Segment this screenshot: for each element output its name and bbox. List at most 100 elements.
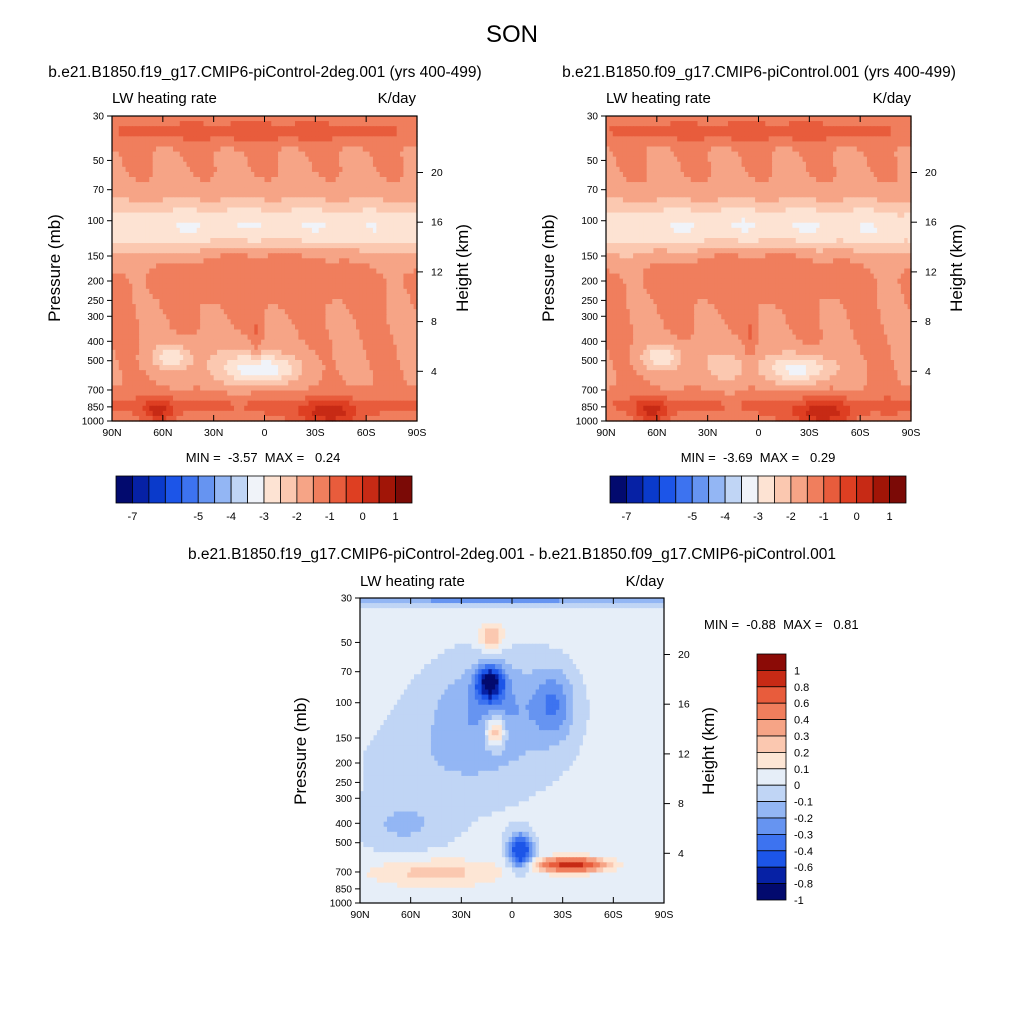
contour-cell bbox=[128, 207, 133, 214]
contour-cell bbox=[183, 187, 188, 193]
contour-cell bbox=[125, 116, 130, 122]
contour-cell bbox=[305, 126, 310, 132]
contour-cell bbox=[193, 202, 198, 209]
contour-cell bbox=[403, 232, 408, 239]
contour-cell bbox=[264, 136, 269, 143]
contour-cell bbox=[356, 243, 360, 249]
contour-cell bbox=[278, 121, 283, 127]
contour-cell bbox=[332, 151, 337, 158]
contour-cell bbox=[125, 166, 130, 173]
contour-cell bbox=[227, 227, 232, 234]
contour-cell bbox=[169, 116, 174, 122]
contour-cell bbox=[227, 116, 232, 122]
contour-cell bbox=[179, 187, 184, 193]
contour-cell bbox=[135, 187, 140, 193]
contour-cell bbox=[189, 141, 194, 148]
contour-cell bbox=[369, 212, 374, 219]
contour-cell bbox=[122, 243, 127, 249]
contour-cell bbox=[325, 217, 330, 224]
contour-cell bbox=[379, 187, 384, 193]
contour-cell bbox=[139, 126, 144, 132]
contour-cell bbox=[406, 207, 411, 214]
contour-cell bbox=[332, 121, 337, 127]
contour-cell bbox=[186, 238, 191, 244]
contour-cell bbox=[356, 182, 360, 188]
contour-cell bbox=[166, 227, 171, 234]
contour-cell bbox=[332, 126, 337, 132]
contour-cell bbox=[220, 217, 225, 224]
contour-cell bbox=[284, 227, 289, 234]
contour-cell bbox=[298, 232, 303, 239]
contour-cell bbox=[203, 121, 208, 127]
contour-cell bbox=[295, 126, 299, 132]
contour-cell bbox=[159, 207, 164, 214]
contour-cell bbox=[396, 171, 401, 178]
contour-cell bbox=[311, 202, 316, 209]
contour-cell bbox=[410, 217, 415, 224]
contour-cell bbox=[213, 207, 218, 214]
contour-cell bbox=[257, 177, 262, 183]
contour-cell bbox=[393, 156, 398, 163]
contour-cell bbox=[271, 121, 276, 127]
contour-cell bbox=[308, 227, 313, 234]
contour-cell bbox=[142, 187, 147, 193]
contour-cell bbox=[284, 222, 289, 229]
contour-cell bbox=[305, 161, 310, 168]
contour-cell bbox=[162, 131, 167, 137]
contour-cell bbox=[183, 121, 188, 127]
contour-cell bbox=[115, 202, 120, 209]
contour-cell bbox=[410, 166, 415, 173]
contour-cell bbox=[254, 121, 259, 127]
contour-cell bbox=[152, 232, 157, 239]
contour-cell bbox=[406, 227, 411, 234]
contour-cell bbox=[142, 202, 147, 209]
contour-cell bbox=[125, 227, 130, 234]
contour-cell bbox=[376, 177, 381, 183]
contour-cell bbox=[352, 151, 357, 158]
contour-cell bbox=[271, 207, 276, 214]
contour-cell bbox=[271, 166, 276, 173]
contour-cell bbox=[359, 156, 364, 163]
contour-cell bbox=[278, 151, 283, 158]
contour-cell bbox=[230, 217, 235, 224]
contour-cell bbox=[369, 187, 374, 193]
contour-cell bbox=[149, 177, 154, 183]
contour-cell bbox=[247, 222, 252, 229]
contour-cell bbox=[376, 116, 381, 122]
contour-cell bbox=[169, 192, 174, 198]
contour-cell bbox=[237, 202, 242, 209]
contour-cell bbox=[366, 243, 371, 249]
contour-cell bbox=[220, 182, 225, 188]
contour-cell bbox=[179, 151, 184, 158]
contour-cell bbox=[325, 151, 330, 158]
contour-cell bbox=[362, 146, 367, 153]
contour-cell bbox=[179, 182, 184, 188]
contour-cell bbox=[247, 151, 252, 158]
contour-cell bbox=[342, 192, 347, 198]
contour-cell bbox=[234, 171, 238, 178]
contour-cell bbox=[115, 141, 120, 148]
contour-cell bbox=[210, 232, 215, 239]
contour-cell bbox=[400, 151, 405, 158]
contour-cell bbox=[386, 243, 391, 249]
contour-cell bbox=[115, 227, 120, 234]
contour-cell bbox=[196, 177, 201, 183]
contour-cell bbox=[217, 197, 222, 204]
contour-cell bbox=[410, 222, 415, 229]
contour-cell bbox=[223, 238, 228, 244]
contour-cell bbox=[372, 227, 377, 234]
contour-cell bbox=[403, 212, 408, 219]
contour-cell bbox=[115, 156, 120, 163]
contour-cell bbox=[379, 182, 384, 188]
contour-cell bbox=[244, 131, 249, 137]
contour-cell bbox=[400, 156, 405, 163]
contour-cell bbox=[247, 116, 252, 122]
contour-cell bbox=[342, 197, 347, 204]
contour-cell bbox=[210, 182, 215, 188]
contour-cell bbox=[308, 131, 313, 137]
contour-cell bbox=[179, 136, 184, 143]
contour-cell bbox=[173, 177, 177, 183]
contour-cell bbox=[244, 197, 249, 204]
contour-cell bbox=[200, 161, 205, 168]
contour-cell bbox=[179, 192, 184, 198]
